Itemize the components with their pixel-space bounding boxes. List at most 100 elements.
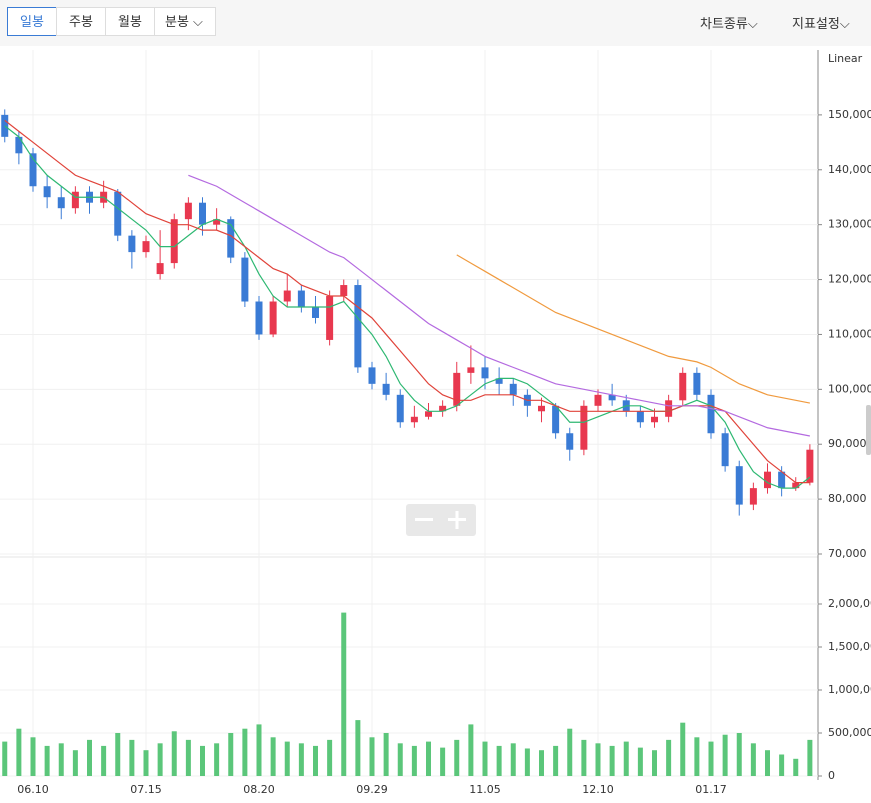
period-dropdown[interactable]: 분봉 ⌵	[154, 7, 216, 36]
volume-bar	[510, 743, 516, 776]
label: 지표설정	[792, 17, 840, 32]
volume-bar	[765, 750, 770, 776]
candle-body	[114, 191, 122, 236]
x-tick-label: 07.15	[130, 783, 162, 796]
volume-bar	[553, 745, 559, 776]
volume-bar	[609, 745, 615, 776]
candle-body	[439, 405, 447, 412]
volume-bar	[666, 739, 672, 776]
volume-bar	[30, 737, 36, 776]
candle-body	[241, 257, 249, 302]
zoom-in[interactable]	[455, 511, 459, 529]
volume-bar	[115, 733, 121, 776]
candle-body	[608, 394, 616, 401]
candle-body	[71, 191, 79, 209]
volume-bar	[355, 720, 361, 776]
x-tick-label: 08.20	[243, 783, 275, 796]
volume-bar	[623, 741, 629, 776]
candle-body	[255, 301, 263, 335]
y-tick-label: 110,000	[828, 327, 871, 340]
period-button[interactable]: 일봉	[7, 7, 57, 36]
scale-mode: Linear	[828, 52, 863, 65]
candle-body	[665, 400, 673, 417]
y-tick-label: 90,000	[828, 437, 867, 450]
moving-average	[456, 254, 810, 404]
volume-bar	[313, 745, 318, 776]
candle-body	[326, 296, 334, 340]
volume-tick-label: 1,500,000	[828, 640, 871, 653]
moving-average	[4, 119, 810, 484]
candle-body	[170, 219, 178, 264]
volume-bar	[539, 750, 544, 776]
candle-body	[269, 301, 277, 335]
volume-bar	[524, 748, 530, 776]
candle-body	[425, 411, 432, 417]
zoom-out[interactable]	[415, 518, 433, 521]
candle-body	[467, 367, 475, 373]
candle-body	[57, 197, 65, 209]
candle-body	[594, 394, 602, 406]
volume-bar	[101, 745, 107, 776]
volume-bar	[750, 743, 756, 776]
volume-bar	[270, 737, 276, 776]
volume-bar	[411, 745, 417, 776]
candle-body	[495, 378, 503, 384]
candle-body	[382, 383, 390, 395]
candle-body	[283, 290, 291, 302]
volume-bar	[2, 741, 8, 776]
y-tick-label: 150,000	[828, 108, 871, 121]
volume-bar	[595, 743, 601, 776]
candle-body	[396, 394, 404, 423]
indicator-dropdown[interactable]: 지표설정⌵	[792, 17, 850, 32]
volume-bar	[722, 734, 728, 776]
candle-body	[43, 186, 51, 198]
y-tick-label: 100,000	[828, 382, 871, 395]
x-tick-label: 12.10	[582, 783, 614, 796]
label: 분봉	[165, 15, 189, 30]
candle-body	[184, 202, 192, 220]
candle-body	[566, 433, 574, 450]
scrollbar[interactable]	[866, 405, 871, 455]
candle-body	[199, 202, 206, 225]
candle-body	[707, 394, 715, 434]
volume-bar	[397, 743, 403, 776]
candle-body	[509, 383, 517, 395]
volume-bar	[694, 737, 700, 776]
candle-body	[721, 433, 729, 467]
candle-body	[142, 241, 150, 253]
volume-bar	[87, 739, 92, 776]
volume-bar	[708, 741, 714, 776]
period-button[interactable]: 월봉	[105, 7, 155, 36]
volume-bar	[581, 739, 587, 776]
candle-body	[778, 471, 786, 489]
volume-bar	[256, 724, 262, 776]
volume-bar	[298, 743, 304, 776]
candle-body	[651, 416, 658, 423]
volume-bar	[567, 728, 573, 776]
candle-body	[552, 405, 560, 434]
candle-body	[156, 263, 164, 275]
candle-body	[538, 405, 545, 412]
chart-type-dropdown[interactable]: 차트종류⌵	[700, 17, 758, 32]
volume-bar	[242, 728, 248, 776]
moving-average	[188, 174, 810, 437]
volume-bar	[383, 733, 389, 776]
volume-bar	[779, 754, 785, 776]
volume-bar	[171, 731, 177, 776]
y-tick-label: 80,000	[828, 492, 867, 505]
volume-bar	[652, 750, 657, 776]
volume-bar	[185, 739, 191, 776]
toolbar: 일봉 주봉 월봉 분봉 ⌵ 차트종류⌵ 지표설정⌵	[0, 0, 871, 46]
candle-body	[749, 488, 757, 505]
candle-body	[368, 367, 376, 384]
volume-bar	[72, 750, 78, 776]
candle-body	[580, 405, 588, 450]
volume-bar	[16, 728, 22, 776]
candle-body	[410, 416, 418, 423]
candle-body	[636, 411, 644, 423]
candle-body	[354, 285, 362, 368]
candle-body	[297, 290, 305, 307]
volume-bar	[284, 741, 290, 776]
x-tick-label: 11.05	[469, 783, 501, 796]
